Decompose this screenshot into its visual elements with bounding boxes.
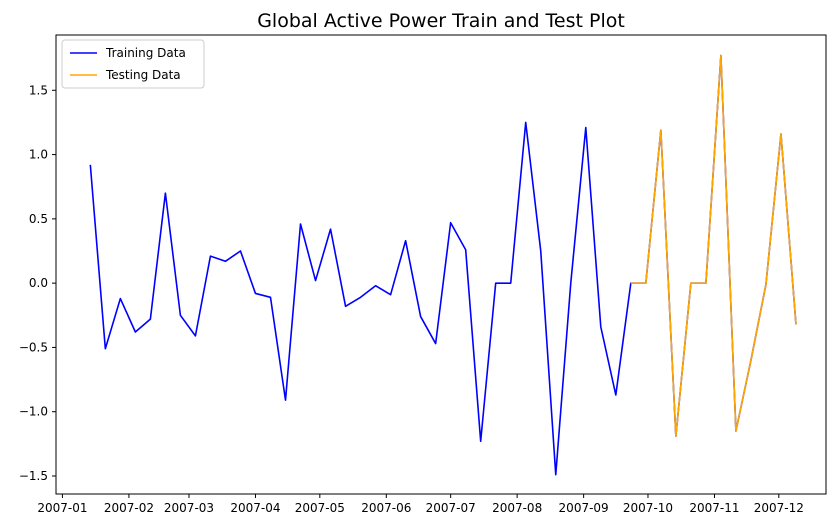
x-tick-label: 2007-11 (689, 501, 739, 515)
legend: Training Data Testing Data (61, 39, 205, 89)
y-tick-label: −0.5 (19, 340, 48, 354)
x-tick-label: 2007-01 (37, 501, 87, 515)
chart-title: Global Active Power Train and Test Plot (257, 10, 625, 32)
y-tick-label: 0.5 (29, 212, 48, 226)
x-tick-label: 2007-02 (104, 501, 154, 515)
legend-box (61, 39, 205, 89)
y-tick-label: −1.5 (19, 469, 48, 483)
x-tick-label: 2007-03 (164, 501, 214, 515)
x-tick-label: 2007-08 (492, 501, 542, 515)
x-tick-label: 2007-07 (426, 501, 476, 515)
series-line-testing (630, 54, 797, 437)
x-tick-label: 2007-04 (230, 501, 280, 515)
plot-frame (55, 34, 827, 495)
x-tick-label: 2007-06 (361, 501, 411, 515)
y-tick-label: 1.0 (29, 148, 48, 162)
x-axis: 2007-01 2007-02 2007-03 2007-04 2007-05 2007-… (37, 494, 804, 515)
legend-label: Training Data (105, 46, 186, 60)
x-tick-label: 2007-10 (623, 501, 673, 515)
y-tick-label: −1.0 (19, 405, 48, 419)
y-tick-label: 0.0 (29, 276, 48, 290)
x-tick-label: 2007-05 (295, 501, 345, 515)
legend-label: Testing Data (105, 68, 181, 82)
series-layer (89, 54, 797, 476)
y-tick-label: 1.5 (29, 83, 48, 97)
x-tick-label: 2007-09 (559, 501, 609, 515)
y-axis: −1.5 −1.0 −0.5 0.0 0.5 1.0 1.5 (19, 83, 56, 483)
series-line-training (89, 54, 797, 476)
x-tick-label: 2007-12 (754, 501, 804, 515)
